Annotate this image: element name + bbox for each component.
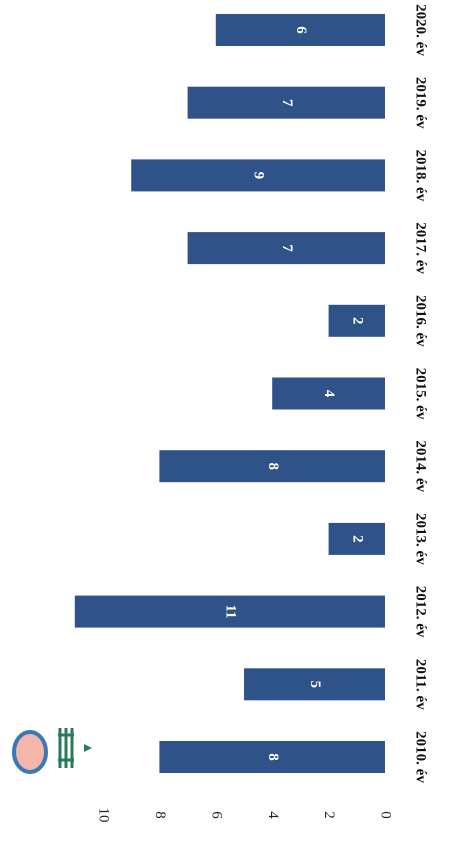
bar [159, 450, 385, 483]
bar [159, 741, 385, 773]
bar [187, 86, 385, 119]
bar [74, 595, 386, 628]
category-label: 2018. év [413, 150, 429, 202]
value-label: 8 [265, 462, 281, 470]
bar [328, 522, 385, 555]
bar [328, 304, 385, 337]
category-label: 2012. év [413, 586, 429, 638]
x-tick-label: 2 [321, 811, 337, 819]
x-tick-label: 6 [208, 811, 224, 819]
bar [215, 14, 385, 46]
logo [12, 728, 92, 774]
x-tick-label: 0 [378, 811, 394, 819]
category-label: 2014. év [413, 440, 429, 492]
value-label: 8 [265, 753, 281, 761]
value-label: 6 [293, 26, 309, 34]
x-tick-label: 4 [265, 811, 281, 819]
x-tick-label: 8 [152, 811, 168, 819]
value-label: 2 [349, 317, 365, 325]
category-label: 2016. év [413, 295, 429, 347]
category-label: 2019. év [413, 77, 429, 129]
value-label: 2 [349, 535, 365, 543]
category-label: 2020. év [413, 4, 429, 56]
value-label: 7 [279, 244, 295, 252]
category-label: 2013. év [413, 513, 429, 565]
bar [131, 159, 385, 192]
value-label: 4 [321, 390, 337, 398]
value-label: 5 [307, 681, 323, 689]
category-label: 2010. év [413, 731, 429, 783]
category-label: 2011. év [413, 659, 429, 710]
value-label: 7 [279, 99, 295, 107]
category-label: 2015. év [413, 368, 429, 420]
x-tick-label: 10 [96, 808, 112, 823]
bar [187, 232, 385, 265]
value-label: 9 [251, 172, 267, 180]
category-label: 2017. év [413, 222, 429, 274]
value-label: 11 [222, 605, 238, 619]
bar [272, 377, 385, 410]
bar [244, 668, 385, 701]
